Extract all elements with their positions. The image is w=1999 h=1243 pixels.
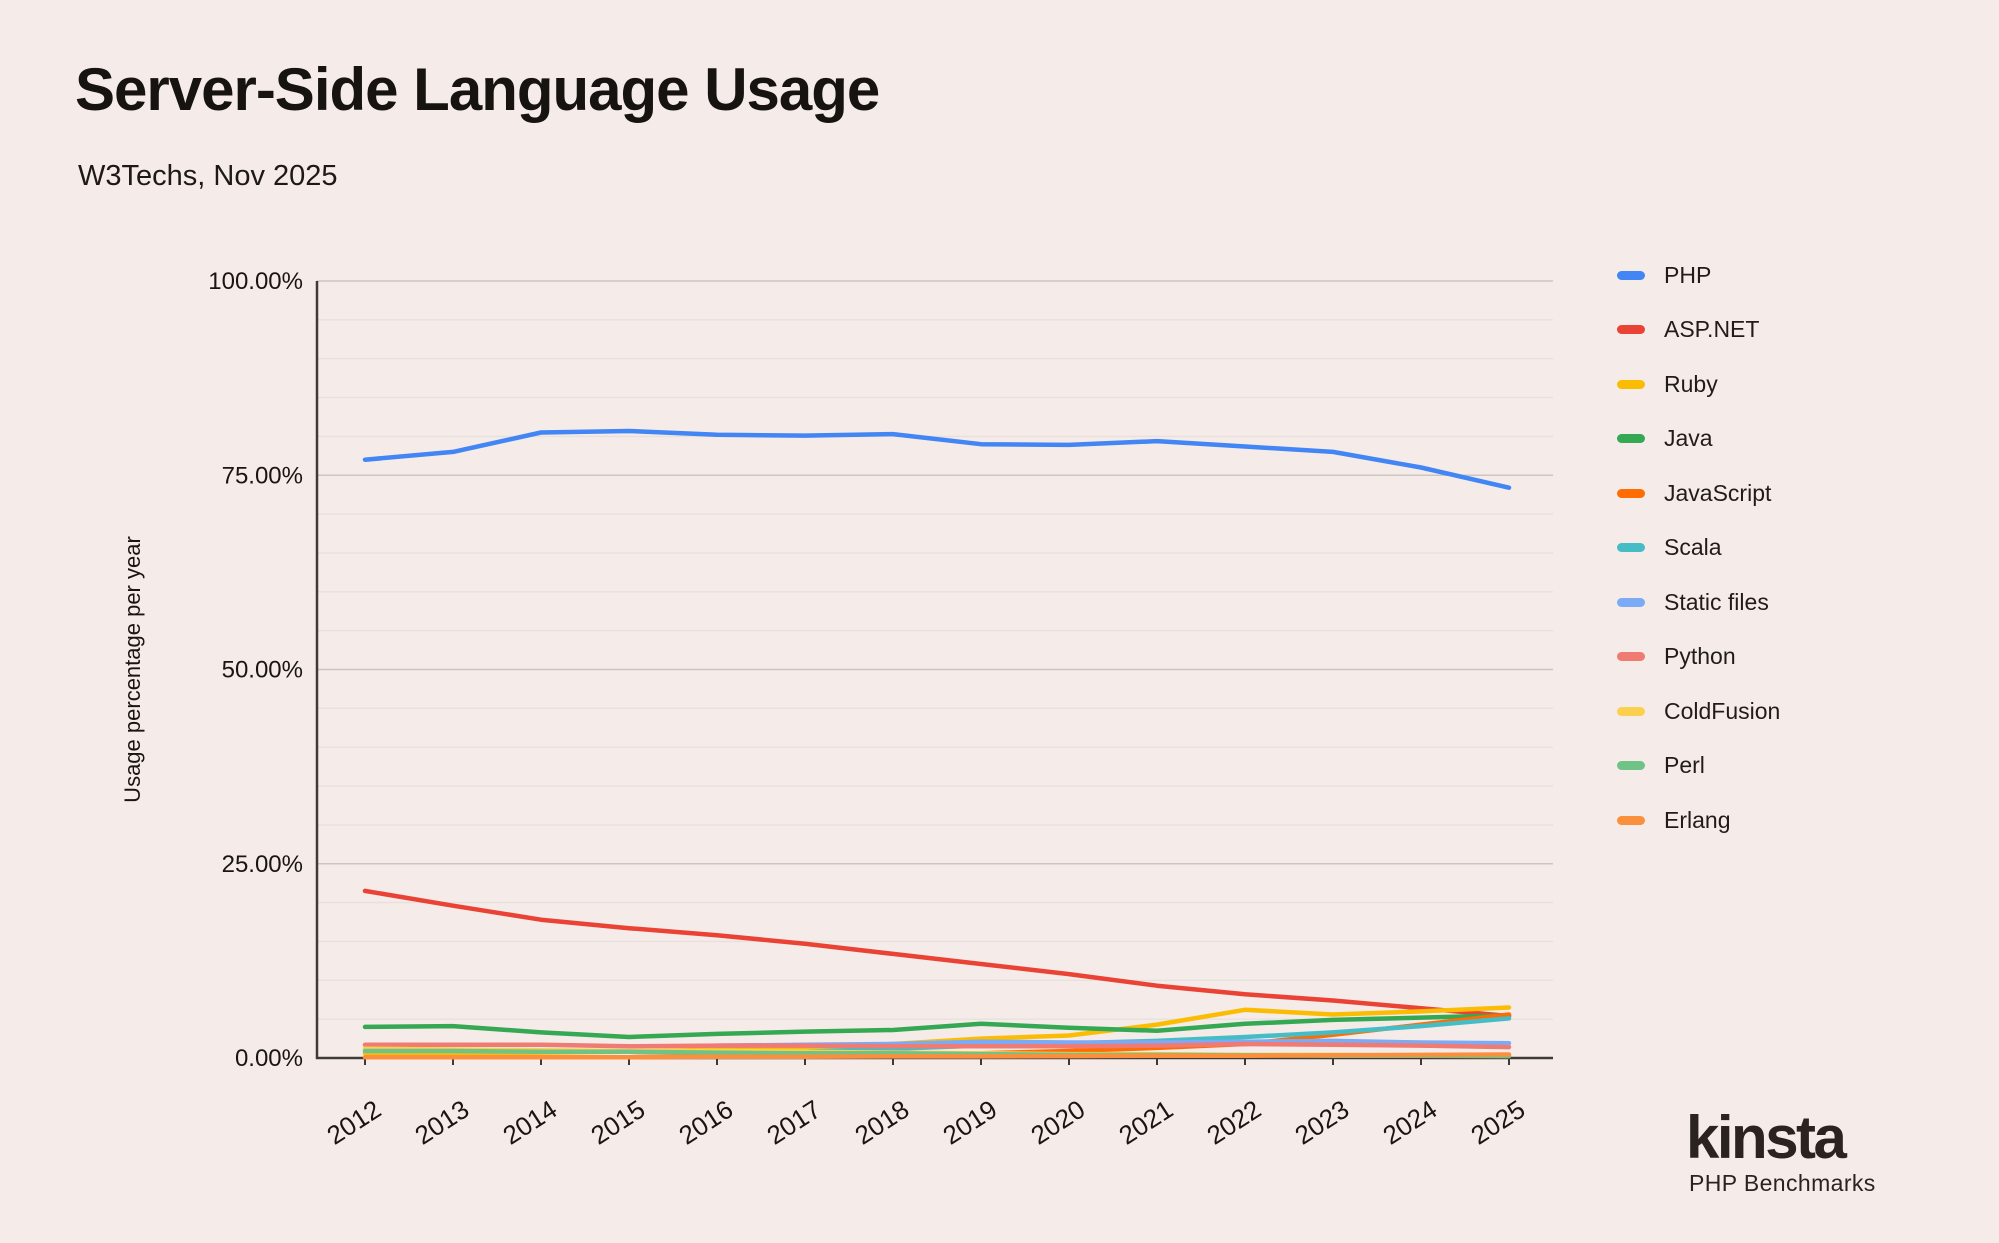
kinsta-logo: kinsta xyxy=(1686,1104,1847,1171)
legend-swatch-python xyxy=(1617,652,1645,661)
legend-label: Erlang xyxy=(1664,806,1731,833)
x-axis-tick-label: 2019 xyxy=(937,1094,1002,1151)
y-axis-tick-label: 100.00% xyxy=(208,268,303,295)
x-axis-tick-label: 2024 xyxy=(1377,1094,1442,1151)
legend-label: ASP.NET xyxy=(1664,316,1760,342)
legend-item-static-files: Static files xyxy=(1617,588,1780,615)
x-axis-tick-label: 2021 xyxy=(1113,1094,1178,1151)
legend-label: ColdFusion xyxy=(1664,697,1781,724)
x-axis-tick-label: 2012 xyxy=(321,1094,386,1151)
kinsta-branding: kinsta PHP Benchmarks xyxy=(1686,1108,1916,1197)
kinsta-tagline: PHP Benchmarks xyxy=(1689,1170,1876,1196)
legend-swatch-php xyxy=(1617,270,1645,280)
x-axis-tick-label: 2016 xyxy=(673,1094,738,1151)
x-axis-tick-label: 2020 xyxy=(1025,1094,1090,1151)
legend-item-coldfusion: ColdFusion xyxy=(1617,697,1781,724)
x-axis-tick-label: 2023 xyxy=(1289,1094,1354,1151)
series-line-asp-net xyxy=(362,888,1512,1019)
page-subtitle: W3Techs, Nov 2025 xyxy=(78,160,338,192)
legend-item-javascript: JavaScript xyxy=(1617,479,1780,506)
y-axis-tick-label: 75.00% xyxy=(222,462,303,489)
y-axis-title: Usage percentage per year xyxy=(120,536,145,803)
x-axis-tick-label: 2014 xyxy=(497,1094,562,1151)
legend-swatch-perl xyxy=(1617,761,1645,770)
page-title: Server-Side Language Usage xyxy=(75,56,880,123)
legend-label: Perl xyxy=(1664,752,1705,778)
legend-label: PHP xyxy=(1664,261,1712,288)
legend-swatch-coldfusion xyxy=(1617,706,1645,716)
series-line-erlang xyxy=(362,1052,1512,1060)
legend-label: JavaScript xyxy=(1664,479,1772,506)
y-axis-tick-label: 25.00% xyxy=(222,851,303,878)
legend-label: Scala xyxy=(1664,534,1722,560)
chart-legend: PHP ASP.NET Ruby Java JavaScript Scala Static … xyxy=(1617,261,1781,863)
x-axis-tick-label: 2017 xyxy=(761,1094,826,1151)
legend-swatch-scala xyxy=(1617,543,1645,552)
legend-item-python: Python xyxy=(1617,643,1780,669)
legend-item-java: Java xyxy=(1617,425,1780,451)
legend-item-perl: Perl xyxy=(1617,752,1780,778)
legend-item-scala: Scala xyxy=(1617,534,1780,560)
x-axis-tick-label: 2022 xyxy=(1201,1094,1266,1151)
series-line-java xyxy=(362,1013,1512,1040)
legend-item-asp-net: ASP.NET xyxy=(1617,316,1780,342)
legend-item-php: PHP xyxy=(1617,261,1780,288)
legend-swatch-java xyxy=(1617,434,1645,443)
legend-label: Python xyxy=(1664,643,1736,669)
x-axis-tick-label: 2018 xyxy=(849,1094,914,1151)
legend-label: Java xyxy=(1664,425,1713,451)
x-axis-tick-label: 2013 xyxy=(409,1094,474,1151)
x-axis-tick-label: 2015 xyxy=(585,1094,650,1151)
legend-item-erlang: Erlang xyxy=(1617,806,1780,833)
legend-swatch-asp-net xyxy=(1617,325,1645,334)
series-line-python xyxy=(362,1041,1512,1050)
series-line-php xyxy=(362,428,1512,490)
y-axis-tick-label: 0.00% xyxy=(235,1045,303,1072)
legend-swatch-ruby xyxy=(1617,379,1645,389)
y-axis-tick-label: 50.00% xyxy=(222,657,303,684)
legend-label: Ruby xyxy=(1664,370,1718,397)
legend-swatch-javascript xyxy=(1617,488,1645,498)
legend-swatch-static-files xyxy=(1617,597,1645,607)
legend-swatch-erlang xyxy=(1617,815,1645,825)
legend-label: Static files xyxy=(1664,588,1769,615)
x-axis-tick-label: 2025 xyxy=(1465,1094,1530,1151)
legend-item-ruby: Ruby xyxy=(1617,370,1780,397)
